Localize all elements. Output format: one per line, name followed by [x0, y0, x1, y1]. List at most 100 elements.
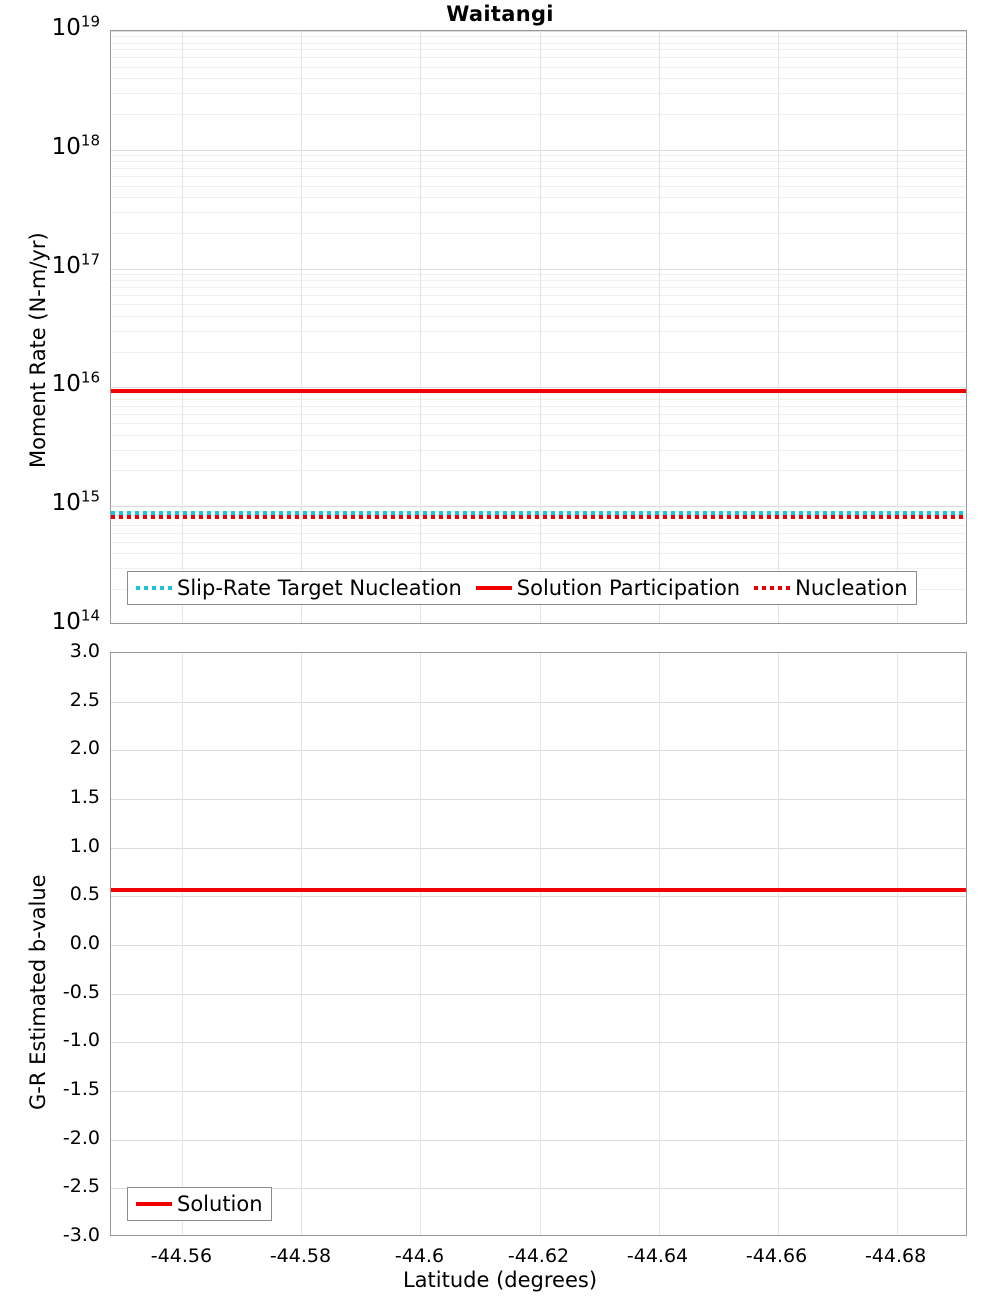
gridline-vertical — [301, 31, 303, 623]
gridline-vertical — [777, 653, 779, 1235]
y-tick-label-b-value: -0.5 — [62, 980, 100, 1003]
gridline-minor — [111, 304, 966, 306]
gridline-vertical — [896, 31, 898, 623]
b-value-plot-area — [111, 653, 966, 1235]
y-tick-label-b-value: 1.5 — [69, 786, 100, 808]
gridline-minor — [111, 211, 966, 213]
gridline-minor — [111, 423, 966, 425]
gridline-major — [111, 31, 966, 32]
gridline-major — [111, 750, 966, 752]
gridline-major — [111, 896, 966, 898]
gridline-minor — [111, 351, 966, 353]
y-tick-label-moment-rate: 1017 — [51, 249, 100, 279]
gridline-minor — [111, 168, 966, 170]
y-tick-label-b-value: -1.5 — [62, 1078, 100, 1100]
gridline-major — [111, 506, 966, 508]
gridline-minor — [111, 449, 966, 451]
gridline-major — [111, 1091, 966, 1092]
x-tick-label-latitude: -44.68 — [864, 1245, 927, 1267]
gridline-vertical — [896, 653, 898, 1235]
gridline-vertical — [539, 31, 541, 623]
moment-rate-plot-area — [111, 31, 966, 623]
x-tick-label-latitude: -44.6 — [394, 1245, 445, 1267]
gridline-minor — [111, 398, 966, 400]
y-tick-label-b-value: -3.0 — [62, 1224, 100, 1246]
gridline-vertical — [420, 653, 422, 1235]
moment-rate-panel — [110, 30, 967, 624]
latitude-axis-label: Latitude (degrees) — [402, 1268, 598, 1292]
gridline-major — [111, 387, 966, 389]
gridline-minor — [111, 568, 966, 570]
legend-swatch-dotted-cyan-icon — [136, 586, 172, 590]
gridline-minor — [111, 553, 966, 555]
legend-item-nucleation: Nucleation — [754, 576, 908, 600]
gridline-minor — [111, 532, 966, 534]
gridline-minor — [111, 315, 966, 317]
gridline-minor — [111, 294, 966, 296]
y-tick-label-b-value: -2.5 — [62, 1175, 100, 1198]
y-tick-label-b-value: 0.0 — [69, 932, 100, 954]
gridline-minor — [111, 185, 966, 187]
gridline-vertical — [182, 653, 184, 1235]
gridline-minor — [111, 287, 966, 288]
legend-item-solution: Solution — [136, 1192, 263, 1216]
series-line-nucleation — [111, 515, 966, 520]
series-line-slip-rate-target-nucleation — [111, 511, 966, 516]
gridline-minor — [111, 155, 966, 157]
x-tick-label-latitude: -44.62 — [507, 1245, 570, 1267]
b-value-legend: Solution — [127, 1187, 272, 1221]
legend-swatch-solid-red-icon — [475, 586, 512, 590]
legend-label: Nucleation — [795, 576, 908, 600]
gridline-major — [111, 701, 966, 703]
legend-item-slip-rate-target-nucleation: Slip-Rate Target Nucleation — [136, 576, 462, 600]
x-tick-label-latitude: -44.56 — [150, 1245, 213, 1267]
gridline-minor — [111, 197, 966, 199]
gridline-minor — [111, 405, 966, 407]
y-tick-label-b-value: 2.0 — [69, 737, 100, 760]
y-tick-label-b-value: 1.0 — [69, 834, 100, 857]
gridline-vertical — [658, 31, 660, 623]
gridline-minor — [111, 36, 966, 38]
y-tick-label-b-value: -1.0 — [62, 1029, 100, 1052]
gridline-minor — [111, 280, 966, 282]
x-tick-label-latitude: -44.66 — [745, 1245, 808, 1267]
y-tick-label-moment-rate: 1018 — [51, 131, 100, 160]
gridline-vertical — [182, 31, 184, 623]
gridline-minor — [111, 524, 966, 526]
y-tick-label-moment-rate: 1016 — [51, 368, 100, 398]
x-tick-label-latitude: -44.64 — [626, 1245, 689, 1267]
gridline-vertical — [539, 653, 541, 1235]
moment-rate-legend: Slip-Rate Target Nucleation Solution Par… — [127, 571, 917, 605]
gridline-minor — [111, 434, 966, 436]
x-tick-label-latitude: -44.58 — [269, 1245, 332, 1267]
legend-label: Slip-Rate Target Nucleation — [177, 576, 462, 600]
gridline-minor — [111, 161, 966, 163]
legend-label: Solution — [177, 1192, 263, 1216]
gridline-vertical — [420, 31, 422, 623]
gridline-major — [111, 945, 966, 946]
series-line-solution-participation — [111, 389, 966, 394]
y-tick-label-moment-rate: 1019 — [51, 12, 100, 41]
gridline-major — [111, 993, 966, 995]
gridline-minor — [111, 114, 966, 116]
gridline-minor — [111, 57, 966, 59]
gridline-minor — [111, 330, 966, 332]
legend-label: Solution Participation — [516, 576, 741, 600]
gridline-minor — [111, 42, 966, 44]
gridline-minor — [111, 470, 966, 472]
gridline-minor — [111, 274, 966, 276]
gridline-minor — [111, 66, 966, 68]
y-tick-label-moment-rate: 1015 — [51, 487, 100, 517]
gridline-minor — [111, 232, 966, 234]
legend-swatch-dotted-red-icon — [754, 586, 791, 590]
b-value-panel — [110, 652, 967, 1236]
gridline-major — [111, 1139, 966, 1141]
legend-swatch-solid-red-icon — [136, 1202, 172, 1206]
gridline-minor — [111, 413, 966, 415]
gridline-vertical — [301, 653, 303, 1235]
gridline-major — [111, 799, 966, 800]
y-tick-label-b-value: -2.0 — [62, 1126, 100, 1149]
gridline-minor — [111, 176, 966, 178]
gridline-major — [111, 1042, 966, 1044]
gridline-major — [111, 149, 966, 151]
